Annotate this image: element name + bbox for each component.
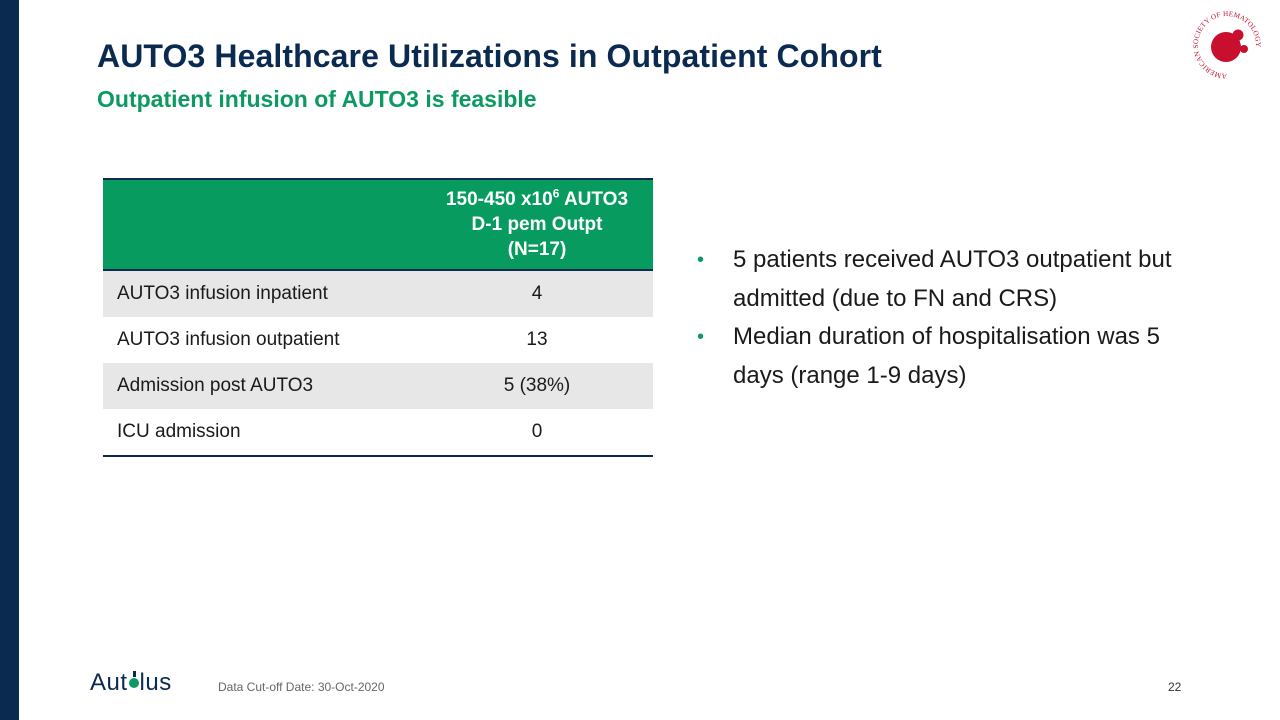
table-row: Admission post AUTO3 5 (38%) xyxy=(103,363,653,409)
row-label: Admission post AUTO3 xyxy=(103,363,421,409)
data-cutoff-date: Data Cut-off Date: 30-Oct-2020 xyxy=(218,680,385,694)
header-cohort-cell: 150-450 x106 AUTO3 D-1 pem Outpt (N=17) xyxy=(421,178,653,271)
bullet-marker: • xyxy=(697,249,705,271)
page-number: 22 xyxy=(1168,680,1182,694)
left-accent-bar xyxy=(0,0,19,720)
table-row: AUTO3 infusion outpatient 13 xyxy=(103,317,653,363)
ash-logo-icon: AMERICAN SOCIETY OF HEMATOLOGY xyxy=(1192,10,1262,80)
bullet-item: • Median duration of hospitalisation was… xyxy=(695,318,1205,395)
table-row: ICU admission 0 xyxy=(103,409,653,457)
row-label: AUTO3 infusion inpatient xyxy=(103,270,421,317)
row-label: ICU admission xyxy=(103,409,421,457)
row-label: AUTO3 infusion outpatient xyxy=(117,329,340,350)
bullet-text: 5 patients received AUTO3 outpatient but… xyxy=(733,246,1172,312)
bullet-marker: • xyxy=(697,326,705,348)
bullet-text: Median duration of hospitalisation was 5… xyxy=(733,323,1160,389)
autolus-logo: Aut lus xyxy=(90,669,172,696)
bullet-item: • 5 patients received AUTO3 outpatient b… xyxy=(695,241,1205,318)
row-value: 0 xyxy=(421,409,653,457)
table-row: AUTO3 infusion inpatient 4 xyxy=(103,270,653,317)
key-points-list: • 5 patients received AUTO3 outpatient b… xyxy=(695,241,1205,395)
header-blank-cell xyxy=(103,178,421,271)
utilization-table: 150-450 x106 AUTO3 D-1 pem Outpt (N=17) … xyxy=(103,178,653,457)
row-value: 4 xyxy=(421,270,653,317)
slide-subtitle: Outpatient infusion of AUTO3 is feasible xyxy=(97,86,537,112)
slide-title: AUTO3 Healthcare Utilizations in Outpati… xyxy=(97,38,882,74)
row-value: 5 (38%) xyxy=(421,363,653,409)
autolus-logo-dot-icon xyxy=(128,671,139,689)
row-value: 13 xyxy=(526,329,548,350)
table-header-row: 150-450 x106 AUTO3 D-1 pem Outpt (N=17) xyxy=(103,178,653,271)
